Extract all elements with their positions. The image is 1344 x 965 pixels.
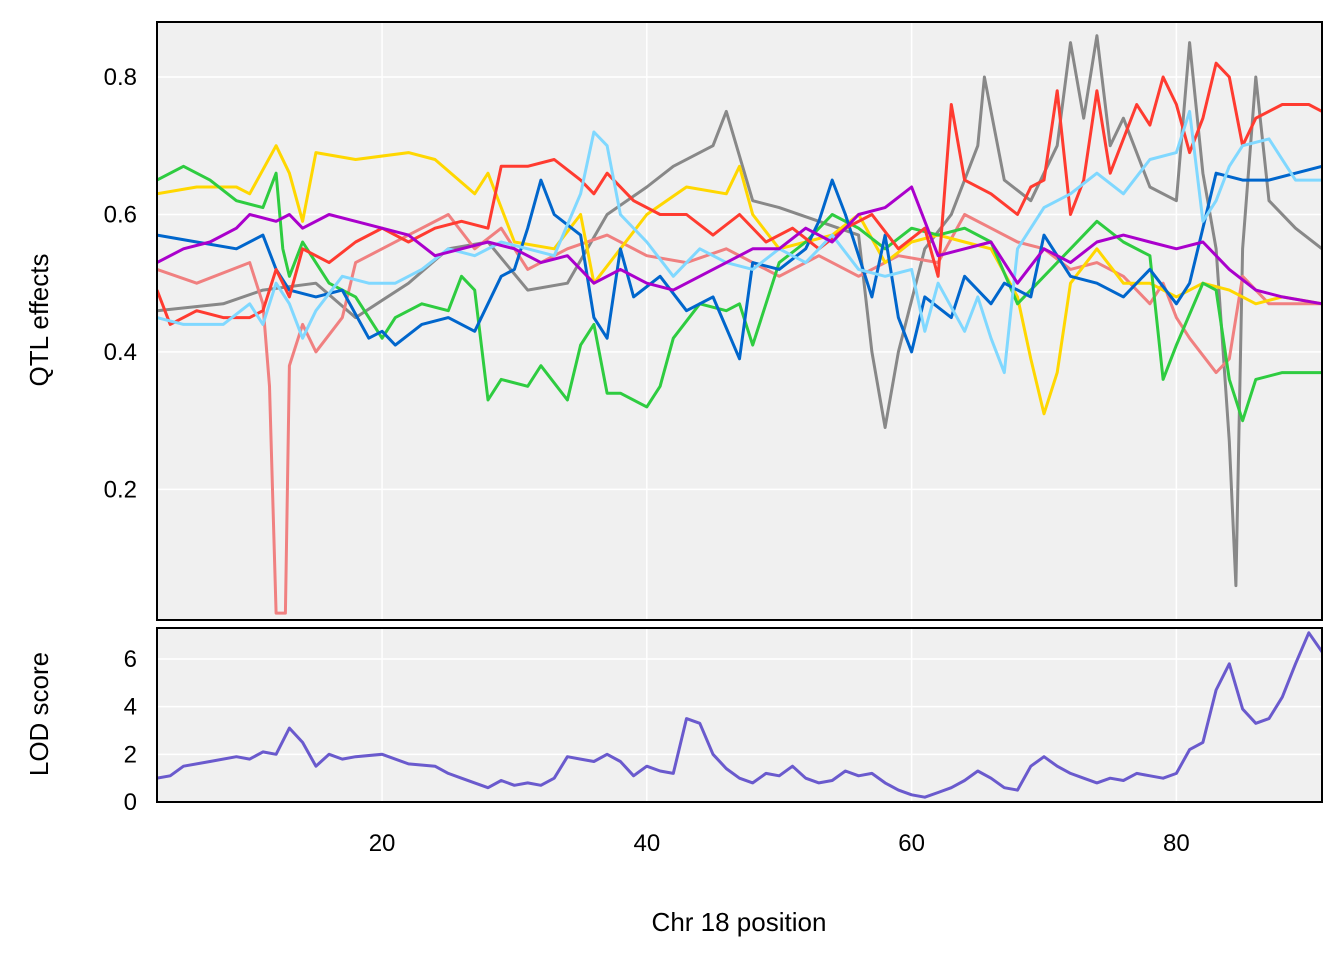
lod-ytick-label: 6	[124, 646, 137, 673]
qtl-plot-background	[157, 22, 1322, 620]
qtl-series-group	[157, 34, 1322, 615]
lod-ytick-label: 0	[124, 789, 137, 816]
qtl-series-line-2	[157, 144, 1322, 416]
qtl-ytick-label: 0.6	[104, 201, 137, 228]
qtl-ytick-label: 0.8	[104, 64, 137, 91]
x-tick-label: 40	[633, 830, 660, 857]
lod-ytick-label: 4	[124, 694, 137, 721]
qtl-series-line-6	[157, 109, 1322, 375]
lod-plot-background	[157, 628, 1322, 802]
x-tick-label: 20	[369, 830, 396, 857]
lod-ytick-label: 2	[124, 741, 137, 768]
lod-plot-frame	[156, 627, 1323, 803]
x-tick-label: 80	[1163, 830, 1190, 857]
lod-score-panel: 0 2 4 6 20 40 60 80	[124, 627, 1323, 857]
lod-series-line-0	[157, 631, 1322, 799]
qtl-ytick-label: 0.2	[104, 476, 137, 503]
x-axis-label: Chr 18 position	[652, 907, 827, 937]
qtl-series-line-7	[157, 185, 1322, 306]
lod-series-group	[157, 631, 1322, 799]
qtl-effects-panel: 0.2 0.4 0.6 0.8	[104, 21, 1323, 621]
qtl-series-line-1	[157, 213, 1322, 615]
x-tick-label: 60	[898, 830, 925, 857]
qtl-ytick-label: 0.4	[104, 339, 137, 366]
qtl-series-line-3	[157, 164, 1322, 423]
qtl-effects-axis-label: QTL effects	[24, 254, 54, 387]
qtl-series-line-4	[157, 164, 1322, 361]
qtl-plot-frame	[156, 21, 1323, 621]
lod-score-axis-label: LOD score	[24, 652, 54, 776]
